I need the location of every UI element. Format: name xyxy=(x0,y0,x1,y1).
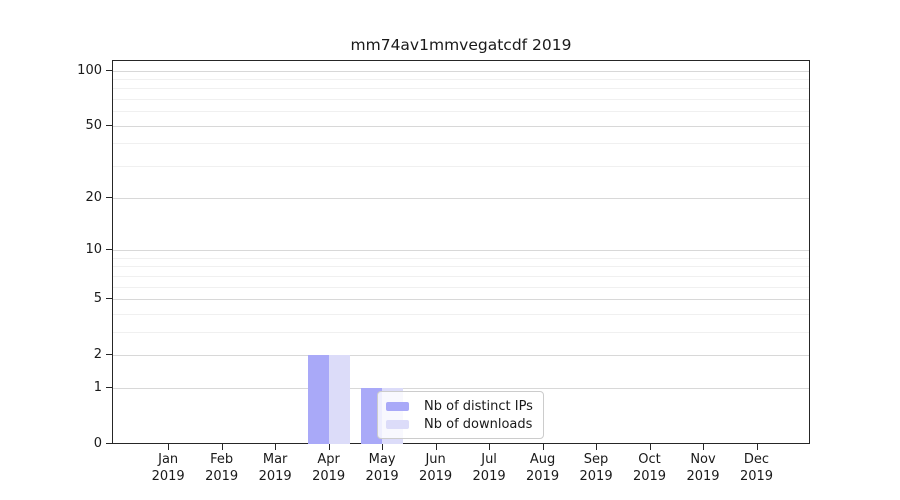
y-tick-mark xyxy=(106,196,112,198)
y-tick-mark xyxy=(106,354,112,356)
gridline-minor xyxy=(113,111,809,113)
y-tick-mark xyxy=(106,248,112,250)
legend-label-downloads: Nb of downloads xyxy=(424,416,533,432)
y-tick-label: 100 xyxy=(77,62,102,78)
gridline-minor xyxy=(113,275,809,277)
x-tick-mark xyxy=(489,444,491,450)
legend-item-downloads: Nb of downloads xyxy=(386,415,533,433)
gridline-major xyxy=(113,249,809,251)
gridline-minor xyxy=(113,143,809,145)
y-tick-label: 1 xyxy=(93,379,102,395)
legend: Nb of distinct IPs Nb of downloads xyxy=(377,391,544,439)
y-tick-label: 10 xyxy=(85,241,102,257)
x-tick-label: Apr 2019 xyxy=(312,452,346,484)
gridline-minor xyxy=(113,88,809,90)
gridline-major xyxy=(113,298,809,300)
x-tick-mark xyxy=(168,444,170,450)
x-tick-mark xyxy=(435,444,437,450)
x-tick-label: Jan 2019 xyxy=(151,452,185,484)
x-tick-label: Sep 2019 xyxy=(579,452,613,484)
x-tick-mark xyxy=(703,444,705,450)
gridline-minor xyxy=(113,286,809,288)
legend-label-distinct-ips: Nb of distinct IPs xyxy=(424,398,533,414)
x-tick-mark xyxy=(596,444,598,450)
y-tick-mark xyxy=(106,297,112,299)
y-tick-mark xyxy=(106,386,112,388)
legend-item-distinct-ips: Nb of distinct IPs xyxy=(386,397,533,415)
gridline-minor xyxy=(113,166,809,168)
y-tick-mark xyxy=(106,69,112,71)
gridline-major xyxy=(113,355,809,357)
bar-nb-of-downloads xyxy=(328,355,350,444)
gridline-minor xyxy=(113,266,809,268)
x-tick-mark xyxy=(328,444,330,450)
x-tick-label: Feb 2019 xyxy=(205,452,239,484)
gridline-minor xyxy=(113,99,809,101)
gridline-minor xyxy=(113,331,809,333)
legend-swatch-downloads xyxy=(386,419,409,429)
y-tick-label: 0 xyxy=(93,436,102,451)
y-tick-mark xyxy=(106,124,112,126)
x-tick-label: Mar 2019 xyxy=(258,452,292,484)
gridline-minor xyxy=(113,257,809,259)
chart-title: mm74av1mmvegatcdf 2019 xyxy=(350,36,572,54)
bar-nb-of-distinct-ips xyxy=(307,355,329,444)
y-tick-label: 2 xyxy=(93,347,102,363)
bar-nb-of-distinct-ips xyxy=(361,387,383,444)
x-tick-mark xyxy=(756,444,758,450)
x-tick-mark xyxy=(542,444,544,450)
x-tick-label: Jul 2019 xyxy=(472,452,506,484)
plot-area xyxy=(112,60,810,444)
y-tick-label: 20 xyxy=(85,189,102,205)
x-tick-label: Jun 2019 xyxy=(419,452,453,484)
x-tick-label: May 2019 xyxy=(365,452,399,484)
gridline-minor xyxy=(113,313,809,315)
x-tick-mark xyxy=(275,444,277,450)
x-tick-mark xyxy=(221,444,223,450)
y-tick-label: 5 xyxy=(93,290,102,306)
x-tick-label: Dec 2019 xyxy=(739,452,774,484)
y-tick-mark xyxy=(106,443,112,444)
legend-swatch-distinct-ips xyxy=(386,401,409,411)
gridline-minor xyxy=(113,78,809,80)
y-tick-label: 50 xyxy=(85,117,102,133)
x-tick-mark xyxy=(649,444,651,450)
gridline-major xyxy=(113,197,809,199)
x-tick-label: Nov 2019 xyxy=(686,452,720,484)
x-tick-label: Oct 2019 xyxy=(632,452,667,484)
gridline-major xyxy=(113,70,809,72)
gridline-major xyxy=(113,387,809,389)
x-tick-mark xyxy=(382,444,384,450)
x-tick-label: Aug 2019 xyxy=(526,452,560,484)
gridline-major xyxy=(113,125,809,127)
